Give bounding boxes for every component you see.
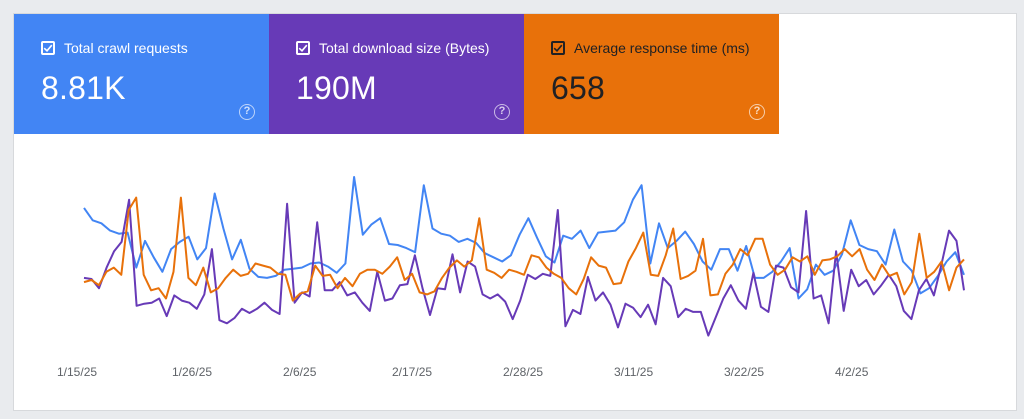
tile-total-crawl-requests[interactable]: Total crawl requests 8.81K ? (14, 14, 269, 134)
tile-value: 8.81K (41, 70, 126, 106)
x-tick-label: 3/22/25 (724, 365, 764, 379)
checkbox-checked-icon[interactable] (296, 41, 310, 55)
help-circle-icon[interactable]: ? (749, 104, 765, 120)
x-tick-label: 3/11/25 (614, 365, 653, 379)
tile-value: 190M (296, 70, 377, 106)
line-chart-svg: 1/15/25 1/26/25 2/6/25 2/17/25 2/28/25 3/11/2… (57, 176, 965, 379)
tile-label: Average response time (ms) (574, 40, 750, 56)
tile-header: Average response time (ms) (551, 40, 779, 56)
help-circle-icon[interactable]: ? (494, 104, 510, 120)
tile-label: Total download size (Bytes) (319, 40, 490, 56)
tile-header: Total download size (Bytes) (296, 40, 524, 56)
tile-label: Total crawl requests (64, 40, 188, 56)
x-tick-label: 2/17/25 (392, 365, 432, 379)
x-tick-label: 1/26/25 (172, 365, 212, 379)
x-tick-label: 4/2/25 (835, 365, 869, 379)
checkbox-checked-icon[interactable] (41, 41, 55, 55)
series-line-0 (83, 176, 965, 300)
checkbox-checked-icon[interactable] (551, 41, 565, 55)
tile-total-download-size[interactable]: Total download size (Bytes) 190M ? (269, 14, 524, 134)
crawl-stats-card: Total crawl requests 8.81K ? Total downl… (14, 14, 1016, 410)
x-tick-label: 1/15/25 (57, 365, 97, 379)
x-tick-label: 2/28/25 (503, 365, 543, 379)
tile-header: Total crawl requests (41, 40, 269, 56)
metric-tiles: Total crawl requests 8.81K ? Total downl… (14, 14, 779, 134)
x-tick-label: 2/6/25 (283, 365, 317, 379)
help-circle-icon[interactable]: ? (239, 104, 255, 120)
tile-average-response-time[interactable]: Average response time (ms) 658 ? (524, 14, 779, 134)
series-line-1 (83, 198, 965, 337)
crawl-stats-chart: 1/15/25 1/26/25 2/6/25 2/17/25 2/28/25 3/11/2… (14, 134, 1016, 410)
tile-value: 658 (551, 70, 605, 106)
series-line-2 (83, 196, 965, 302)
